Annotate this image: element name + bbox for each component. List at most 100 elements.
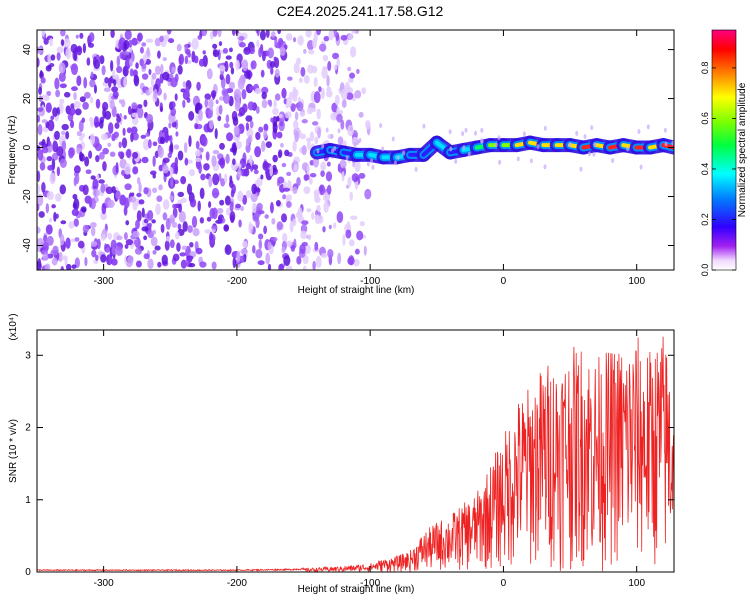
noise-speckle <box>111 185 116 194</box>
noise-speckle <box>314 136 319 145</box>
noise-speckle <box>346 87 354 94</box>
noise-speckle <box>61 123 69 131</box>
noise-speckle <box>235 59 240 71</box>
noise-speckle <box>92 188 100 198</box>
noise-speckle <box>365 119 371 130</box>
noise-speckle <box>169 141 174 152</box>
noise-speckle <box>245 143 251 154</box>
noise-speckle <box>265 252 271 265</box>
noise-speckle <box>232 257 237 269</box>
x-tick-label: -200 <box>227 578 247 589</box>
spectrogram-signal-trace <box>309 123 674 172</box>
noise-speckle <box>47 164 55 171</box>
noise-speckle <box>169 195 174 201</box>
noise-speckle <box>277 30 282 35</box>
noise-speckle <box>56 46 64 54</box>
noise-speckle <box>202 50 206 55</box>
noise-speckle <box>37 124 43 136</box>
noise-speckle <box>186 183 193 196</box>
noise-speckle <box>179 252 187 257</box>
noise-speckle <box>255 249 263 259</box>
noise-speckle <box>61 255 68 261</box>
spectrogram-frame <box>36 29 675 271</box>
noise-speckle <box>102 147 109 155</box>
noise-speckle <box>301 220 309 226</box>
noise-speckle <box>263 123 269 132</box>
noise-speckle <box>90 221 97 228</box>
noise-speckle <box>303 186 311 194</box>
noise-speckle <box>60 30 66 37</box>
noise-speckle <box>124 30 132 40</box>
noise-speckle <box>210 90 217 98</box>
noise-speckle <box>166 30 172 35</box>
noise-speckle <box>306 163 310 174</box>
noise-speckle <box>47 224 53 231</box>
noise-speckle <box>116 113 120 118</box>
trace-speckle <box>536 144 540 150</box>
noise-speckle <box>281 87 287 99</box>
noise-speckle <box>148 68 152 76</box>
noise-speckle <box>73 92 77 101</box>
noise-speckle <box>212 43 218 49</box>
noise-speckle <box>280 213 288 223</box>
noise-speckle <box>111 247 116 255</box>
noise-speckle <box>48 217 52 223</box>
noise-speckle <box>118 141 122 149</box>
noise-speckle <box>252 164 259 171</box>
noise-speckle <box>234 96 241 108</box>
trace-speckle <box>474 130 478 136</box>
noise-speckle <box>184 55 189 65</box>
snr-y-multiplier: (x10⁴) <box>8 313 19 340</box>
noise-speckle <box>37 183 41 195</box>
noise-speckle <box>254 87 262 95</box>
noise-speckle <box>286 240 293 247</box>
noise-speckle <box>68 147 75 159</box>
trace-speckle <box>529 158 533 164</box>
noise-speckle <box>132 166 139 175</box>
noise-speckle <box>278 263 284 270</box>
noise-speckle <box>217 30 222 38</box>
noise-speckle <box>240 248 248 255</box>
noise-speckle <box>326 86 332 92</box>
noise-speckle <box>116 66 123 74</box>
noise-speckle <box>52 107 58 118</box>
noise-speckle <box>92 178 99 191</box>
noise-speckle <box>65 237 71 249</box>
y-tick-label: 40 <box>22 44 33 56</box>
noise-speckle <box>106 254 113 266</box>
snr-x-label: Height of straight line (km) <box>298 584 415 595</box>
noise-speckle <box>170 77 178 88</box>
noise-speckle <box>136 106 144 119</box>
noise-speckle <box>318 86 322 93</box>
noise-speckle <box>192 228 200 237</box>
noise-speckle <box>356 68 360 74</box>
noise-speckle <box>264 214 269 219</box>
noise-speckle <box>207 98 214 109</box>
noise-speckle <box>159 106 163 113</box>
noise-speckle <box>322 226 326 233</box>
noise-speckle <box>224 173 228 184</box>
noise-speckle <box>320 161 327 171</box>
noise-speckle <box>282 194 287 200</box>
noise-speckle <box>199 187 205 200</box>
noise-speckle <box>71 264 77 269</box>
noise-speckle <box>174 156 179 167</box>
noise-speckle <box>219 65 226 72</box>
trace-speckle <box>333 146 337 152</box>
noise-speckle <box>354 160 361 172</box>
noise-speckle <box>296 177 301 187</box>
trace-speckle <box>393 160 397 166</box>
noise-speckle <box>176 242 181 252</box>
colorbar-scale <box>711 29 737 271</box>
noise-speckle <box>214 128 218 140</box>
noise-speckle <box>224 195 231 206</box>
noise-speckle <box>292 140 297 152</box>
noise-speckle <box>186 97 191 103</box>
spectrogram-x-label: Height of straight line (km) <box>298 285 415 296</box>
noise-speckle <box>292 218 297 227</box>
noise-speckle <box>79 153 85 162</box>
noise-speckle <box>53 211 57 222</box>
noise-speckle <box>135 238 141 249</box>
noise-speckle <box>134 247 143 255</box>
noise-speckle <box>232 158 236 166</box>
